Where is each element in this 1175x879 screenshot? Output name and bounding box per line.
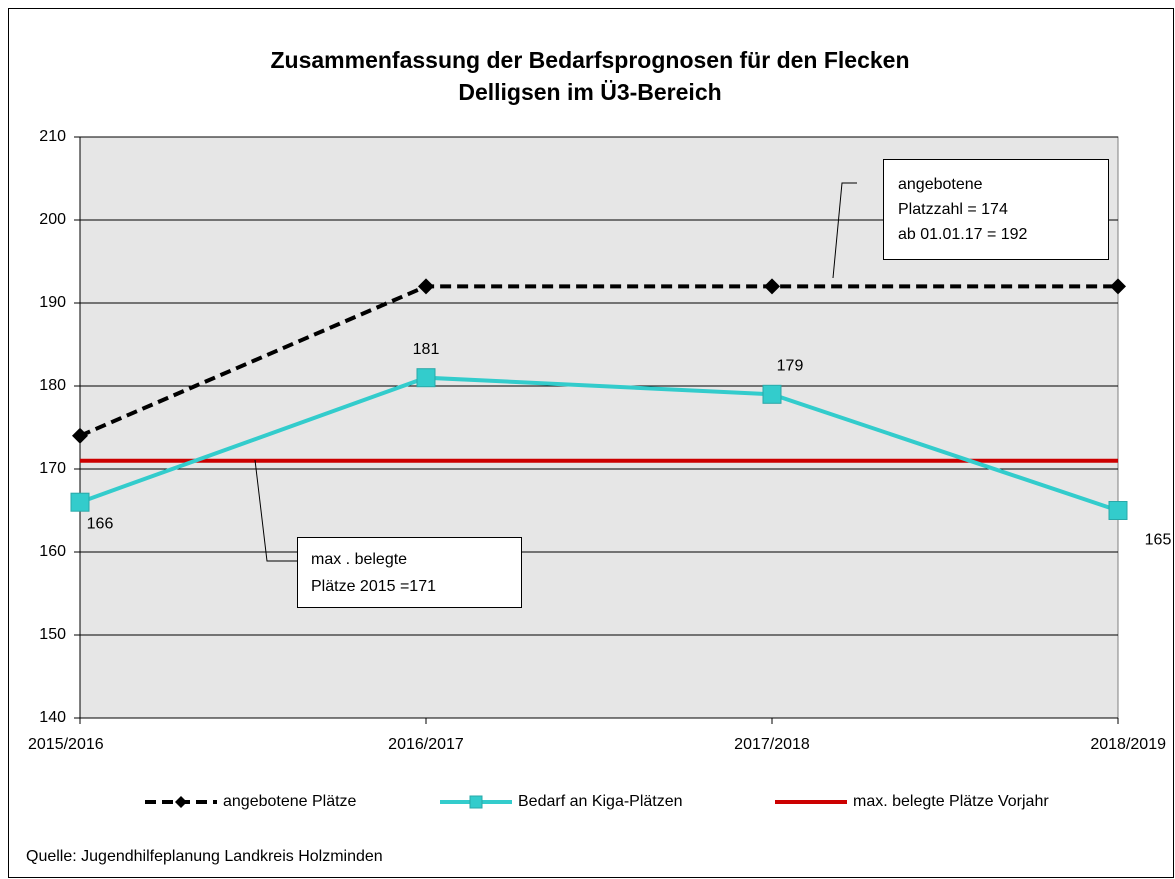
- y-tick-label: 190: [39, 294, 66, 311]
- annotation-box: [297, 537, 522, 608]
- marker: [175, 796, 187, 808]
- annotation-box: [883, 159, 1109, 260]
- x-tick-label: 2017/2018: [734, 736, 810, 753]
- y-tick-label: 200: [39, 211, 66, 228]
- source: Quelle: Jugendhilfeplanung Landkreis Hol…: [26, 848, 383, 865]
- chart-title: Delligsen im Ü3-Bereich: [458, 79, 721, 105]
- y-tick-label: 210: [39, 128, 66, 145]
- y-tick-label: 170: [39, 460, 66, 477]
- annotation-text: Platzzahl = 174: [898, 201, 1008, 218]
- annotation-text: Plätze 2015 =171: [311, 578, 436, 595]
- data-label: 166: [87, 515, 114, 532]
- leader-line: [832, 182, 857, 279]
- legend-label: Bedarf an Kiga-Plätzen: [518, 793, 683, 810]
- legend-label: angebotene Plätze: [223, 793, 357, 810]
- marker: [1108, 501, 1128, 520]
- series-line: [79, 284, 1118, 438]
- annotation-text: max . belegte: [311, 551, 407, 568]
- data-label: 179: [777, 358, 804, 375]
- annotation-text: ab 01.01.17 = 192: [898, 226, 1028, 243]
- marker: [418, 278, 434, 295]
- series-line: [79, 375, 1119, 513]
- marker: [70, 492, 90, 512]
- x-tick-label: 2015/2016: [28, 736, 104, 753]
- marker: [1110, 278, 1126, 295]
- y-tick-label: 180: [39, 377, 66, 394]
- marker: [416, 368, 436, 388]
- data-label: 165: [1145, 532, 1172, 549]
- data-label: 181: [413, 341, 440, 358]
- legend-label: max. belegte Plätze Vorjahr: [853, 793, 1049, 810]
- annotation-text: angebotene: [898, 176, 983, 193]
- x-tick-label: 2018/2019: [1090, 736, 1166, 753]
- y-tick-label: 140: [39, 709, 66, 726]
- marker: [764, 278, 780, 295]
- y-tick-label: 160: [39, 543, 66, 560]
- x-tick-label: 2016/2017: [388, 736, 464, 753]
- y-tick-label: 150: [39, 626, 66, 643]
- leader-line: [254, 459, 297, 562]
- marker: [72, 427, 88, 444]
- chart-title: Zusammenfassung der Bedarfsprognosen für…: [270, 47, 909, 73]
- marker: [469, 795, 483, 809]
- marker: [762, 384, 782, 404]
